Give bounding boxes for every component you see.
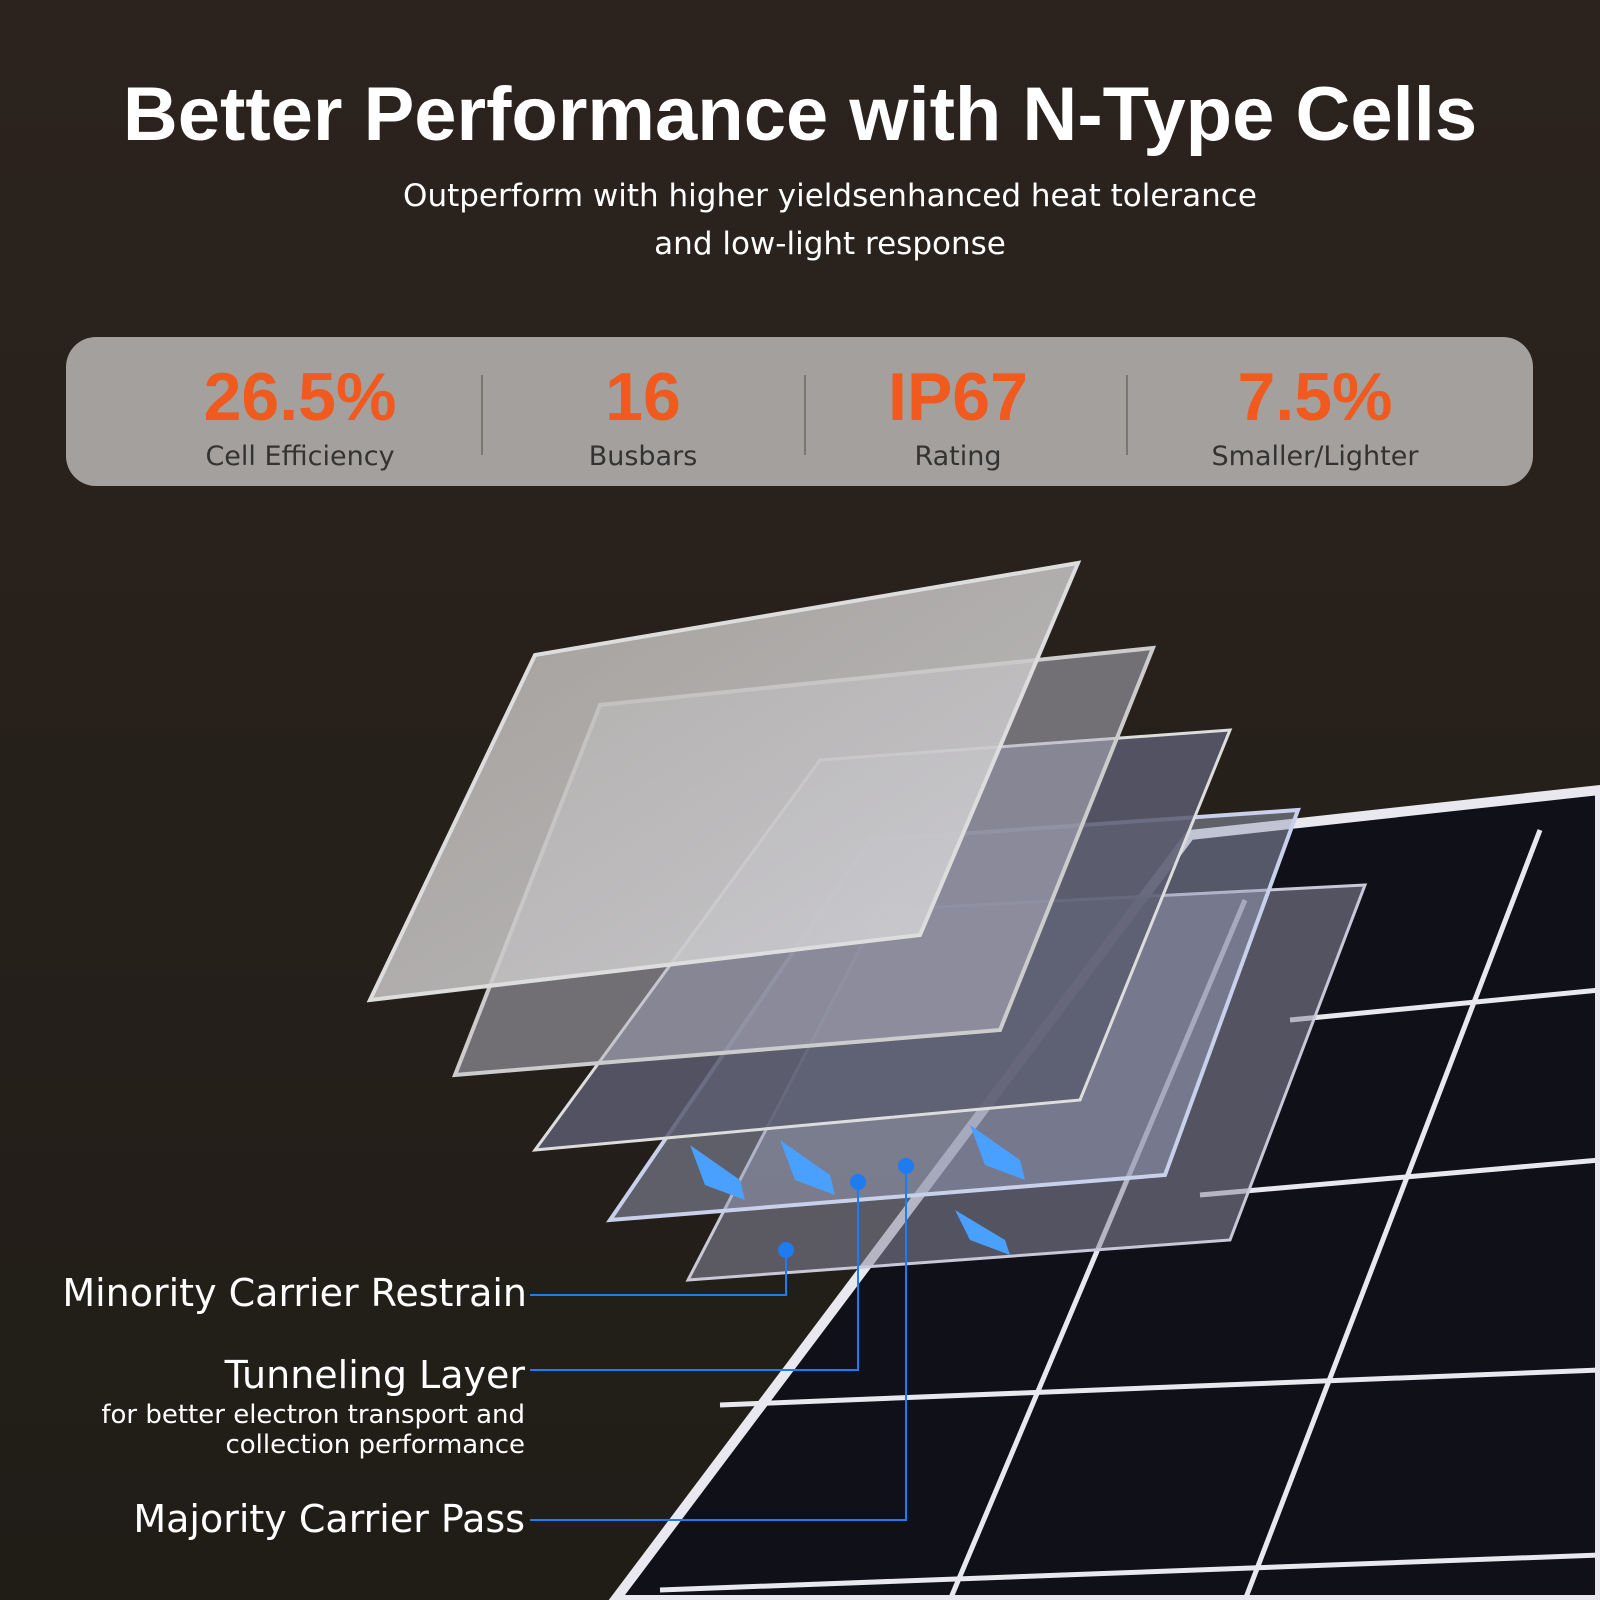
leader-line <box>530 1182 859 1371</box>
arrows <box>690 1125 1025 1255</box>
stat-label: Busbars <box>589 441 698 472</box>
title: Better Performance with N-Type Cells <box>123 72 1477 157</box>
callout-title: Tunneling Layer <box>224 1353 526 1397</box>
dividers <box>481 375 1128 455</box>
leader-line <box>530 1250 787 1296</box>
callout-subtitle: for better electron transport and <box>101 1400 525 1430</box>
stat-value: IP67 <box>888 359 1028 435</box>
stat-value: 16 <box>605 359 681 435</box>
stat-value: 7.5% <box>1238 359 1393 435</box>
stat-label: Smaller/Lighter <box>1212 441 1420 472</box>
callout-title: Majority Carrier Pass <box>133 1497 525 1541</box>
callout-title: Minority Carrier Restrain <box>62 1271 527 1315</box>
stat-label: Cell Efficiency <box>205 441 394 472</box>
subtitle: Outperform with higher yieldsenhanced he… <box>403 178 1257 214</box>
stats-bar <box>66 337 1533 486</box>
stats: 26.5% Cell Efficiency 16 Busbars IP67 Rating 7… <box>204 359 1420 472</box>
glass-layer <box>366 560 1082 1003</box>
leader-line <box>530 1166 907 1521</box>
callout-subtitle: collection performance <box>225 1430 525 1460</box>
stat-value: 26.5% <box>204 359 397 435</box>
stat-label: Rating <box>914 441 1001 472</box>
subtitle: and low-light response <box>654 226 1006 262</box>
